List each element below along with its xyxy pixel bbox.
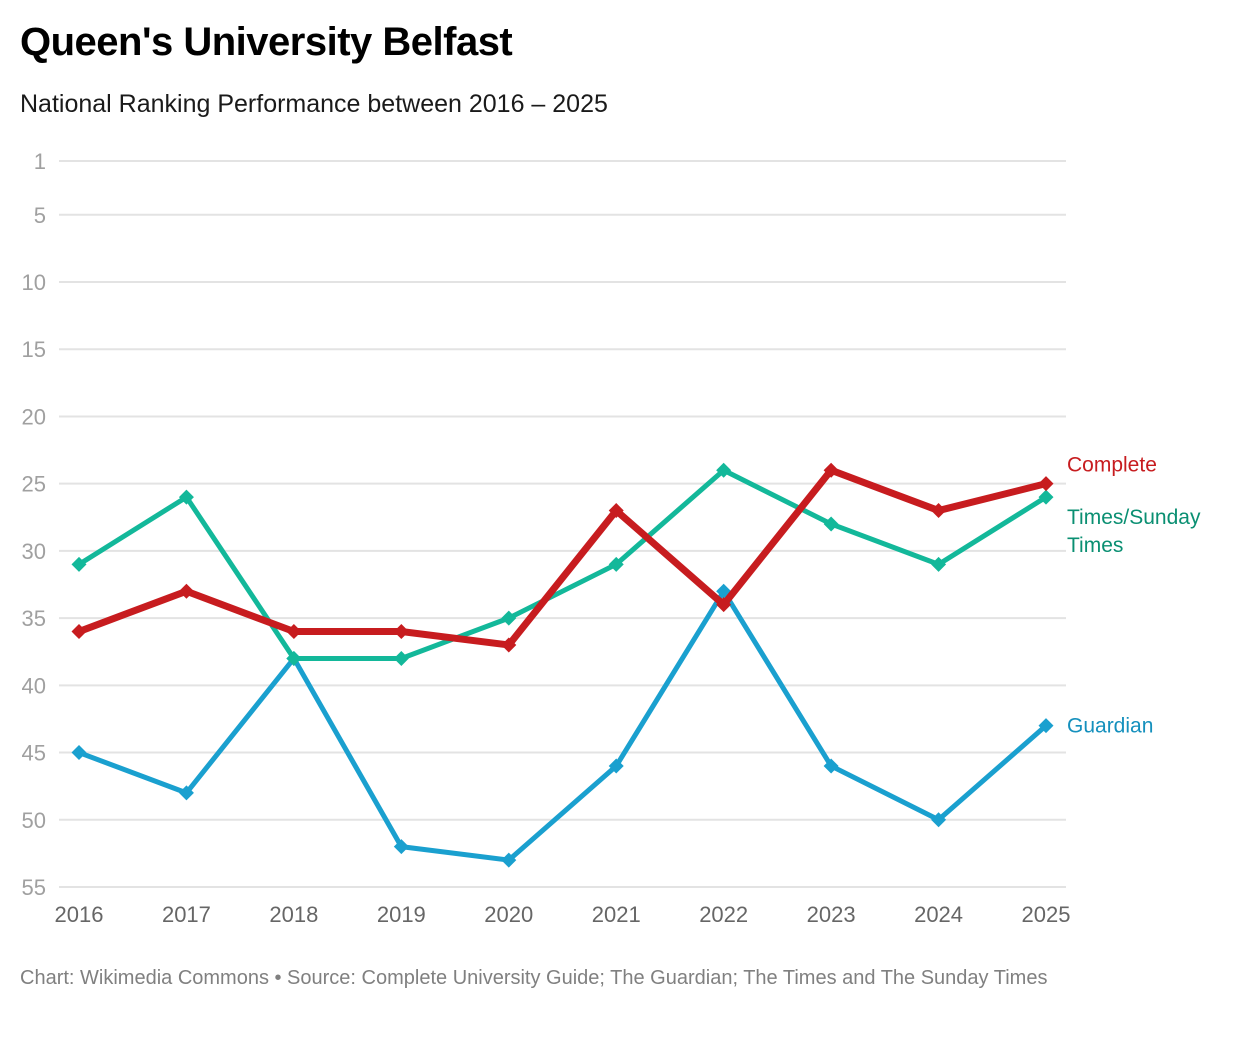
series-guardian [71,583,1054,868]
series-complete [71,462,1054,653]
y-tick-label: 30 [22,539,46,564]
y-tick-label: 25 [22,472,46,497]
data-point-marker [823,516,839,532]
data-point-marker [1038,718,1054,734]
series-line [77,466,1047,649]
y-tick-label: 40 [22,673,46,698]
data-point-marker [931,503,947,519]
data-point-marker [931,812,947,828]
y-tick-label: 50 [22,808,46,833]
data-point-marker [931,556,947,572]
x-tick-label: 2022 [699,902,748,927]
x-tick-label: 2020 [484,902,533,927]
y-tick-label: 55 [22,875,46,900]
data-point-marker [501,637,517,653]
y-tick-label: 15 [22,337,46,362]
y-tick-label: 45 [22,741,46,766]
x-tick-label: 2024 [914,902,963,927]
series-times-sunday-times [71,462,1054,666]
x-tick-label: 2017 [162,902,211,927]
y-tick-label: 5 [34,203,46,228]
data-point-marker [823,758,839,774]
series-label: Complete [1067,454,1157,477]
series-line [77,467,1048,661]
data-point-marker [393,650,409,666]
data-point-marker [1038,476,1054,492]
series-labels: Guardian Times/Sunday Times Complete [1067,454,1201,738]
data-point-marker [501,610,517,626]
y-tick-label: 10 [22,270,46,295]
series-line [78,586,1048,863]
data-point-marker [178,785,194,801]
data-point-marker [716,597,732,613]
data-point-marker [286,624,302,640]
data-point-marker [393,839,409,855]
x-tick-label: 2021 [592,902,641,927]
x-tick-label: 2016 [55,902,104,927]
data-point-marker [178,489,194,505]
x-tick-label: 2025 [1022,902,1071,927]
chart-source-credit: Chart: Wikimedia Commons • Source: Compl… [20,967,1048,989]
data-point-marker [608,503,624,519]
data-point-marker [71,745,87,761]
data-point-marker [823,462,839,478]
series-label: Guardian [1067,715,1153,738]
data-point-marker [608,556,624,572]
y-tick-label: 35 [22,606,46,631]
chart-subtitle: National Ranking Performance between 201… [20,90,608,118]
gridlines [59,160,1066,888]
data-point-marker [71,624,87,640]
data-point-marker [286,650,302,666]
series-lines [71,462,1054,868]
y-tick-label: 20 [22,404,46,429]
series-label: Times/Sunday Times [1067,506,1201,557]
y-tick-label: 1 [34,149,46,174]
data-point-marker [71,556,87,572]
data-point-marker [178,583,194,599]
data-point-marker [393,624,409,640]
x-tick-label: 2018 [269,902,318,927]
x-tick-label: 2019 [377,902,426,927]
data-point-marker [1038,489,1054,505]
x-axis-ticks: 2016 2017 2018 2019 2020 2021 2022 2023 2024 2025 [55,902,1071,927]
x-tick-label: 2023 [807,902,856,927]
data-point-marker [501,852,517,868]
chart-title: Queen's University Belfast [20,20,513,64]
data-point-marker [608,758,624,774]
data-point-marker [716,462,732,478]
